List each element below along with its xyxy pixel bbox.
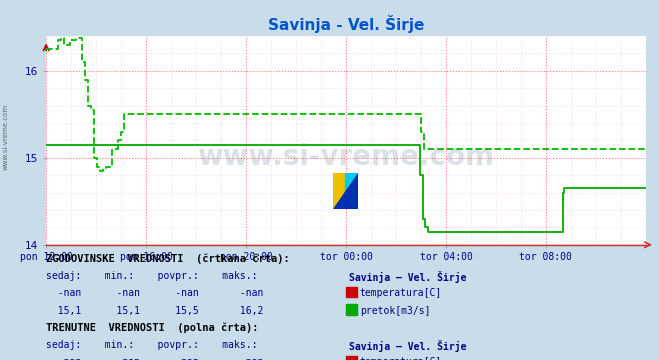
Text: temperatura[C]: temperatura[C] <box>360 288 442 298</box>
Text: TRENUTNE  VREDNOSTI  (polna črta):: TRENUTNE VREDNOSTI (polna črta): <box>46 323 258 333</box>
Text: sedaj:    min.:    povpr.:    maks.:: sedaj: min.: povpr.: maks.: <box>46 271 258 281</box>
Text: ZGODOVINSKE  VREDNOSTI  (črtkana črta):: ZGODOVINSKE VREDNOSTI (črtkana črta): <box>46 254 290 264</box>
Text: Savinja – Vel. Širje: Savinja – Vel. Širje <box>349 340 467 352</box>
Text: pretok[m3/s]: pretok[m3/s] <box>360 306 430 316</box>
Text: www.si-vreme.com: www.si-vreme.com <box>2 104 9 170</box>
Text: www.si-vreme.com: www.si-vreme.com <box>198 143 494 171</box>
Text: -nan      -nan      -nan       -nan: -nan -nan -nan -nan <box>46 288 264 298</box>
Bar <box>333 173 345 209</box>
Text: sedaj:    min.:    povpr.:    maks.:: sedaj: min.: povpr.: maks.: <box>46 340 258 350</box>
Text: Savinja – Vel. Širje: Savinja – Vel. Širje <box>349 271 467 283</box>
Polygon shape <box>333 173 358 209</box>
Bar <box>345 173 358 209</box>
Title: Savinja - Vel. Širje: Savinja - Vel. Širje <box>268 15 424 33</box>
Text: temperatura[C]: temperatura[C] <box>360 357 442 360</box>
Text: 15,1      15,1      15,5       16,2: 15,1 15,1 15,5 16,2 <box>46 306 264 316</box>
Text: -nan      -nan      -nan       -nan: -nan -nan -nan -nan <box>46 357 264 360</box>
